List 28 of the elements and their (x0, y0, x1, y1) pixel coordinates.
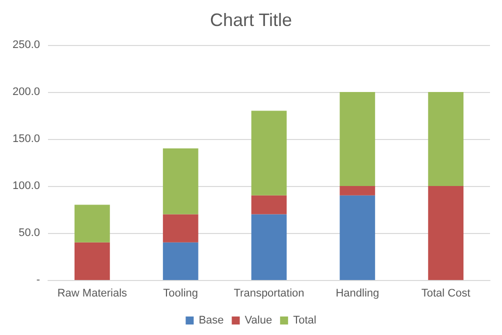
x-tick-label: Transportation (234, 288, 304, 300)
y-tick-label: 250.0 (12, 39, 40, 51)
bar (251, 110, 287, 196)
y-tick-label: - (36, 274, 40, 286)
bar (340, 195, 376, 280)
x-tick-label: Handling (336, 288, 380, 300)
y-tick-label: 150.0 (12, 133, 40, 145)
y-tick-label: 50.0 (18, 227, 40, 239)
bar (428, 92, 464, 186)
x-tick-label: Tooling (163, 288, 198, 300)
bar (74, 204, 110, 242)
legend-label: Total (293, 314, 316, 326)
bar (340, 186, 376, 196)
legend-label: Value (244, 314, 272, 326)
bar (74, 242, 110, 280)
bar (340, 92, 376, 186)
legend-label: Base (198, 314, 224, 326)
x-tick-label: Raw Materials (57, 288, 128, 300)
bar (428, 186, 464, 280)
bar (162, 242, 198, 280)
y-tick-label: 200.0 (12, 86, 40, 98)
bar (251, 214, 287, 280)
bar (251, 195, 287, 214)
bar (162, 214, 198, 242)
bar (162, 148, 198, 214)
x-tick-label: Total Cost (421, 288, 470, 300)
y-tick-label: 100.0 (12, 180, 40, 192)
chart-title: Chart Title (210, 10, 292, 30)
